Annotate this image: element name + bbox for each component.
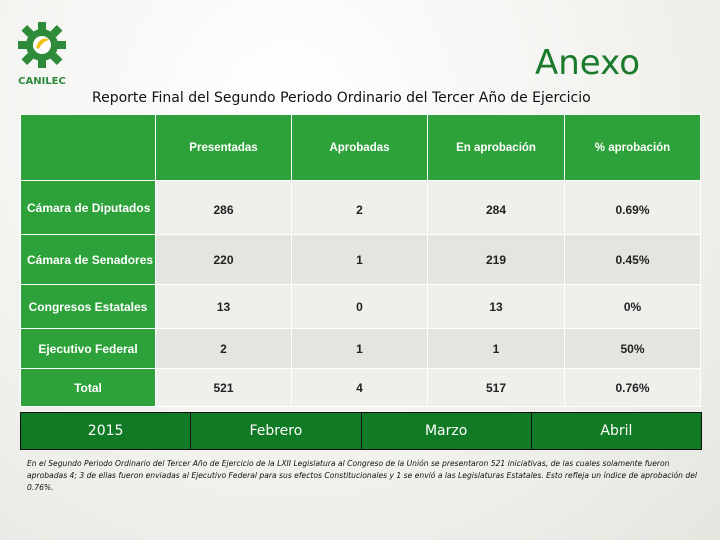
canilec-logo: CANILEC [14,18,70,90]
table-cell: 219 [427,234,565,285]
tab-2015[interactable]: 2015 [21,413,192,449]
table-cell: 4 [291,368,428,407]
table-row: Cámara de Diputados 286 2 284 0.69% [20,180,701,235]
gear-leaf-logo-icon [18,22,66,68]
table-cell: 1 [291,328,428,369]
table-cell: 517 [427,368,565,407]
column-header: Presentadas [155,114,292,181]
table-cell: 0 [291,284,428,329]
table-cell: 0% [564,284,701,329]
table-cell: 0.76% [564,368,701,407]
column-header: % aprobación [564,114,701,181]
table-total-row: Total 521 4 517 0.76% [20,368,701,407]
row-header: Ejecutivo Federal [20,328,156,369]
page-title: Anexo [534,43,640,83]
table-cell: 2 [155,328,292,369]
table-cell: 2 [291,180,428,235]
tab-marzo[interactable]: Marzo [361,413,532,449]
page-subtitle: Reporte Final del Segundo Periodo Ordina… [92,90,591,106]
column-header: En aprobación [427,114,565,181]
table-cell: 286 [155,180,292,235]
row-header: Cámara de Diputados [20,180,156,235]
column-header: Aprobadas [291,114,428,181]
table-row: Cámara de Senadores 220 1 219 0.45% [20,234,701,285]
row-header: Congresos Estatales [20,284,156,329]
table-row: Ejecutivo Federal 2 1 1 50% [20,328,701,369]
row-header: Cámara de Senadores [20,234,156,285]
table-cell: 1 [427,328,565,369]
table-cell: 0.45% [564,234,701,285]
table-corner-cell [20,114,156,181]
logo-brand-text: CANILEC [18,76,66,87]
table-header-row: Presentadas Aprobadas En aprobación % ap… [20,114,701,181]
table-cell: 521 [155,368,292,407]
tab-febrero[interactable]: Febrero [191,413,362,449]
row-header: Total [20,368,156,407]
table-cell: 50% [564,328,701,369]
table-cell: 220 [155,234,292,285]
tab-abril[interactable]: Abril [531,413,701,449]
table-cell: 284 [427,180,565,235]
period-tabs: 2015 Febrero Marzo Abril [20,412,702,450]
legislative-report-table: Presentadas Aprobadas En aprobación % ap… [20,114,701,407]
summary-note: En el Segundo Periodo Ordinario del Terc… [27,459,698,492]
table-cell: 13 [155,284,292,329]
table-cell: 13 [427,284,565,329]
table-cell: 0.69% [564,180,701,235]
table-cell: 1 [291,234,428,285]
table-row: Congresos Estatales 13 0 13 0% [20,284,701,329]
